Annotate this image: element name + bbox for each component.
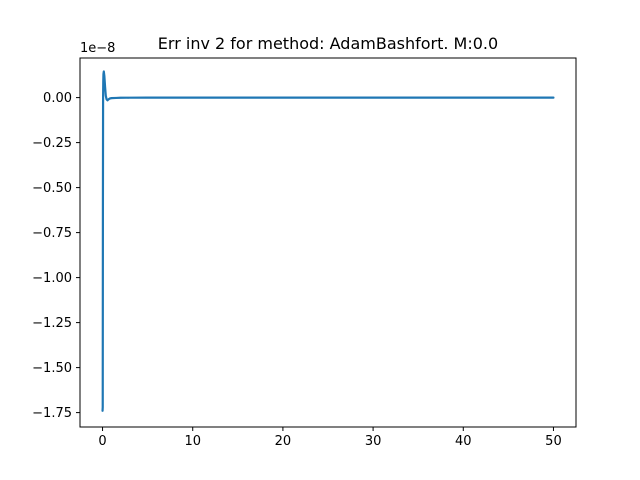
y-tick-label: −0.50 <box>32 181 72 196</box>
x-tick-label: 50 <box>545 434 562 449</box>
y-tick-label: 0.00 <box>43 91 72 106</box>
x-tick-label: 0 <box>98 434 106 449</box>
series-line <box>101 70 555 412</box>
y-axis: 0.00 −0.25 −0.50 −0.75 −1.00 −1.25 −1.50 −1.75 <box>32 91 80 421</box>
y-tick-label: −1.75 <box>32 406 72 421</box>
y-tick-label: −1.00 <box>32 271 72 286</box>
y-tick-label: −0.75 <box>32 226 72 241</box>
x-tick-label: 30 <box>365 434 382 449</box>
x-tick-label: 20 <box>275 434 292 449</box>
x-axis: 0 10 20 30 40 50 <box>98 427 562 449</box>
plot-area-frame <box>79 57 577 428</box>
y-axis-offset-text: 1e−8 <box>80 41 115 56</box>
y-tick-label: −0.25 <box>32 136 72 151</box>
series-layer <box>101 70 555 412</box>
y-tick-label: −1.50 <box>32 361 72 376</box>
x-tick-label: 40 <box>455 434 472 449</box>
x-tick-label: 10 <box>184 434 201 449</box>
y-tick-label: −1.25 <box>32 316 72 331</box>
chart-title: Err inv 2 for method: AdamBashfort. M:0.… <box>158 34 498 53</box>
